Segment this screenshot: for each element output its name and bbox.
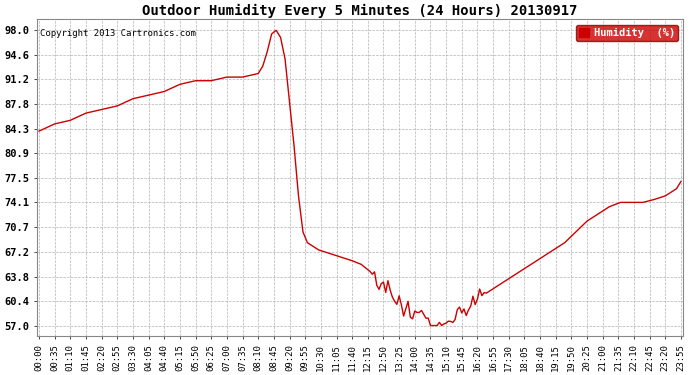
Legend: Humidity  (%): Humidity (%): [576, 25, 678, 41]
Text: Copyright 2013 Cartronics.com: Copyright 2013 Cartronics.com: [40, 29, 196, 38]
Title: Outdoor Humidity Every 5 Minutes (24 Hours) 20130917: Outdoor Humidity Every 5 Minutes (24 Hou…: [142, 4, 578, 18]
